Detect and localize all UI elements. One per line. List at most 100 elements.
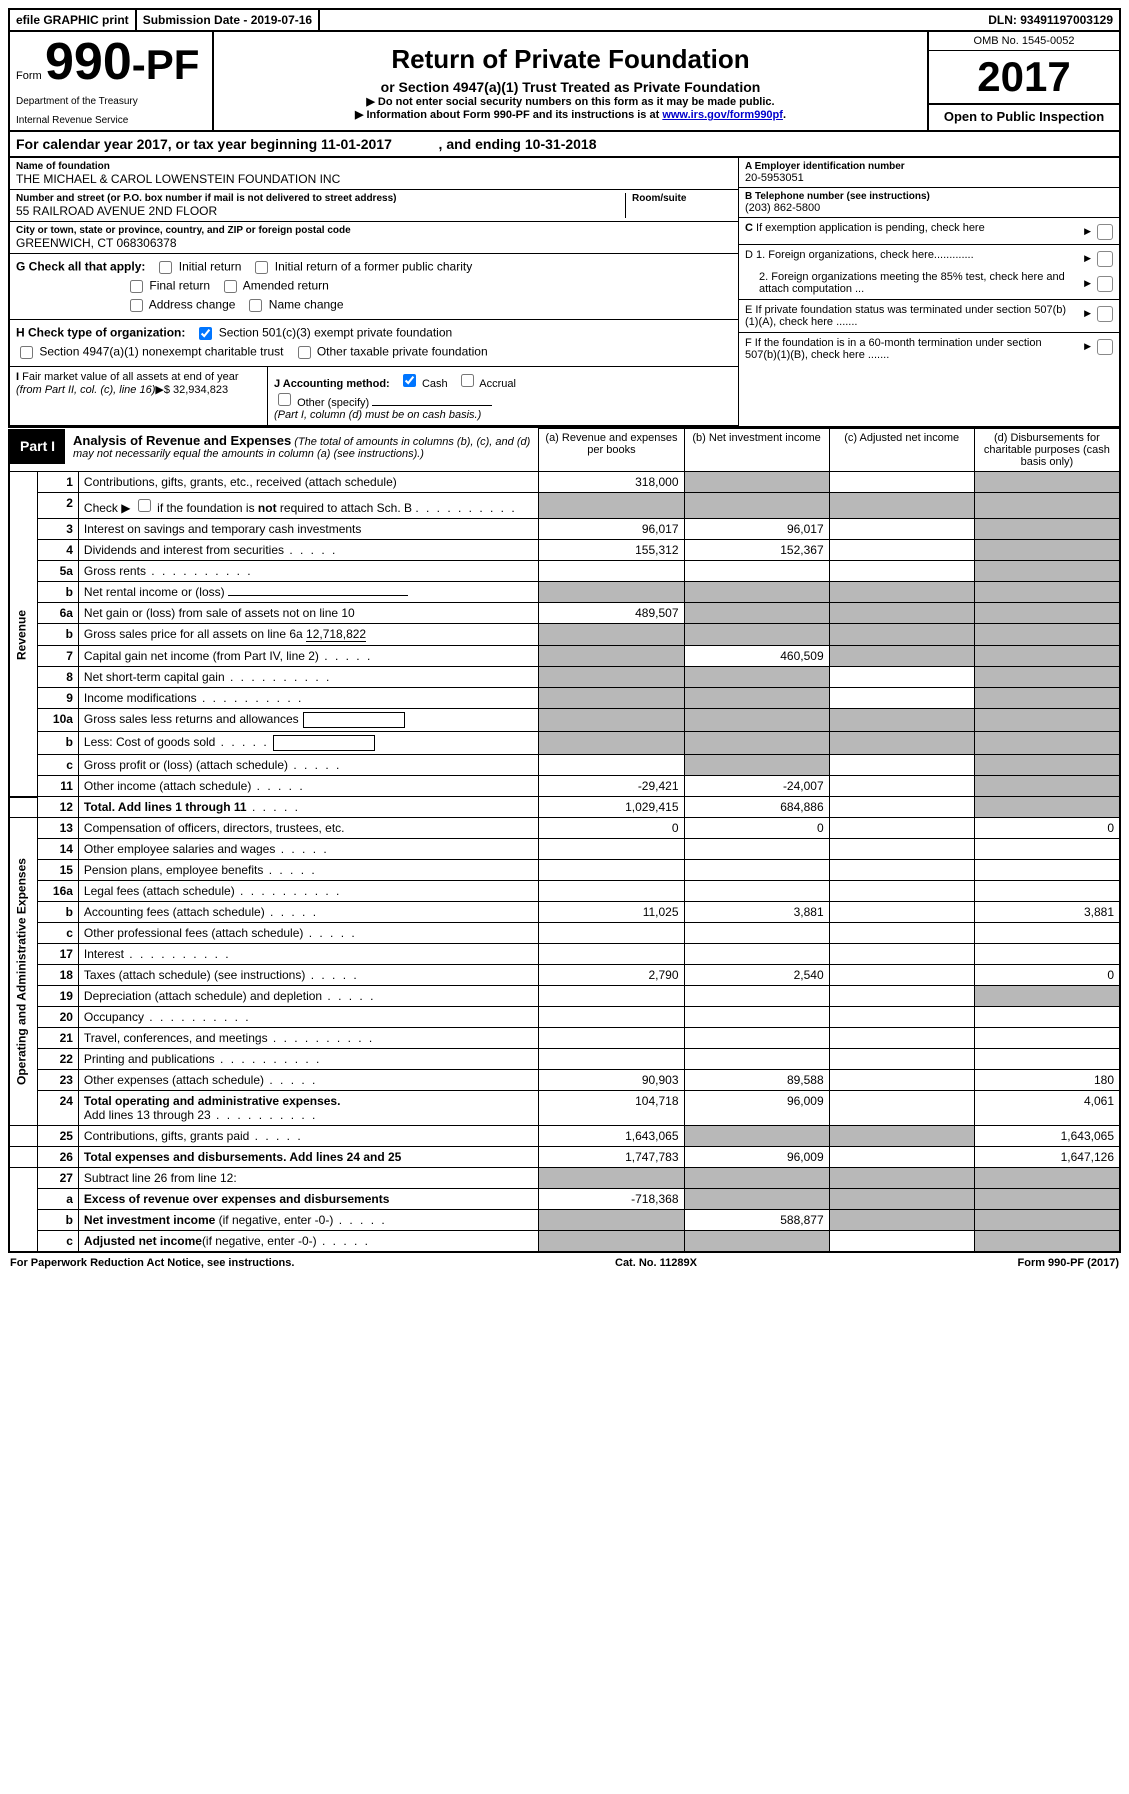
f-label: F If the foundation is in a 60-month ter…	[745, 337, 1076, 361]
table-row: 11 Other income (attach schedule) -29,42…	[9, 776, 1120, 797]
table-row: 20 Occupancy	[9, 1007, 1120, 1028]
table-row: 6a Net gain or (loss) from sale of asset…	[9, 603, 1120, 624]
identification-block: Name of foundation THE MICHAEL & CAROL L…	[8, 158, 1121, 428]
form-header: Form 990-PF Department of the Treasury I…	[8, 32, 1121, 132]
table-row: b Accounting fees (attach schedule) 11,0…	[9, 902, 1120, 923]
top-bar: efile GRAPHIC print Submission Date - 20…	[8, 8, 1121, 32]
section-h: H Check type of organization: Section 50…	[10, 320, 738, 367]
foundation-name: THE MICHAEL & CAROL LOWENSTEIN FOUNDATIO…	[16, 172, 732, 186]
instr-info-pre: ▶ Information about Form 990-PF and its …	[355, 109, 662, 121]
501c3-check[interactable]	[199, 327, 212, 340]
table-row: 23 Other expenses (attach schedule) 90,9…	[9, 1070, 1120, 1091]
open-to-public: Open to Public Inspection	[929, 103, 1119, 128]
calendar-year-row: For calendar year 2017, or tax year begi…	[8, 132, 1121, 158]
table-row: c Gross profit or (loss) (attach schedul…	[9, 755, 1120, 776]
dept-treasury: Department of the Treasury	[16, 96, 206, 107]
table-row: 26 Total expenses and disbursements. Add…	[9, 1147, 1120, 1168]
year-begin: 11-01-2017	[321, 136, 392, 152]
d2-checkbox[interactable]	[1097, 276, 1113, 292]
other-taxable-check[interactable]	[298, 346, 311, 359]
table-row: 19 Depreciation (attach schedule) and de…	[9, 986, 1120, 1007]
cash-basis-note: (Part I, column (d) must be on cash basi…	[274, 409, 481, 421]
table-row: b Gross sales price for all assets on li…	[9, 624, 1120, 646]
table-row: Operating and Administrative Expenses 13…	[9, 818, 1120, 839]
form-prefix: Form	[16, 70, 42, 82]
table-row: 25 Contributions, gifts, grants paid 1,6…	[9, 1126, 1120, 1147]
table-row: Revenue 1 Contributions, gifts, grants, …	[9, 472, 1120, 493]
accrual-method-check[interactable]	[461, 374, 474, 387]
col-d-header: (d) Disbursements for charitable purpose…	[974, 429, 1120, 472]
ein-value: 20-5953051	[745, 172, 1113, 184]
table-row: a Excess of revenue over expenses and di…	[9, 1189, 1120, 1210]
table-row: 16a Legal fees (attach schedule)	[9, 881, 1120, 902]
table-row: c Other professional fees (attach schedu…	[9, 923, 1120, 944]
table-row: 9 Income modifications	[9, 688, 1120, 709]
street-address: 55 RAILROAD AVENUE 2ND FLOOR	[16, 204, 625, 218]
instructions-link[interactable]: www.irs.gov/form990pf	[662, 109, 783, 121]
table-row: c Adjusted net income(if negative, enter…	[9, 1231, 1120, 1253]
table-row: 14 Other employee salaries and wages	[9, 839, 1120, 860]
table-row: b Less: Cost of goods sold	[9, 732, 1120, 755]
phone-value: (203) 862-5800	[745, 202, 1113, 214]
d1-checkbox[interactable]	[1097, 251, 1113, 267]
submission-date: Submission Date - 2019-07-16	[137, 10, 320, 30]
tax-year: 2017	[929, 51, 1119, 103]
amended-return-check[interactable]	[224, 280, 237, 293]
initial-former-check[interactable]	[255, 261, 268, 274]
ein-label: A Employer identification number	[745, 161, 1113, 172]
page-footer: For Paperwork Reduction Act Notice, see …	[8, 1253, 1121, 1273]
name-change-check[interactable]	[249, 299, 262, 312]
table-row: 4 Dividends and interest from securities…	[9, 540, 1120, 561]
table-row: 21 Travel, conferences, and meetings	[9, 1028, 1120, 1049]
table-row: 15 Pension plans, employee benefits	[9, 860, 1120, 881]
table-row: 5a Gross rents	[9, 561, 1120, 582]
final-return-check[interactable]	[130, 280, 143, 293]
phone-label: B Telephone number (see instructions)	[745, 191, 1113, 202]
address-change-check[interactable]	[130, 299, 143, 312]
initial-return-check[interactable]	[159, 261, 172, 274]
sch-b-check[interactable]	[138, 499, 151, 512]
efile-label: efile GRAPHIC print	[10, 10, 137, 30]
4947-check[interactable]	[20, 346, 33, 359]
c-label: If exemption application is pending, che…	[756, 222, 985, 234]
omb-number: OMB No. 1545-0052	[929, 32, 1119, 51]
revenue-section-label: Revenue	[9, 472, 38, 797]
part1-table: Part I Analysis of Revenue and Expenses …	[8, 428, 1121, 1253]
table-row: b Net rental income or (loss)	[9, 582, 1120, 603]
col-c-header: (c) Adjusted net income	[829, 429, 974, 472]
city-state-zip: GREENWICH, CT 068306378	[16, 236, 732, 250]
gross-sales-value: 12,718,822	[306, 627, 366, 642]
fmv-value: 32,934,823	[173, 384, 228, 396]
table-row: 10a Gross sales less returns and allowan…	[9, 709, 1120, 732]
c-checkbox[interactable]	[1097, 224, 1113, 240]
form-title: Return of Private Foundation	[222, 44, 919, 75]
d1-label: D 1. Foreign organizations, check here..…	[745, 249, 974, 267]
name-label: Name of foundation	[16, 161, 732, 172]
room-label: Room/suite	[632, 193, 732, 204]
footer-cat: Cat. No. 11289X	[615, 1257, 697, 1269]
table-row: 24 Total operating and administrative ex…	[9, 1091, 1120, 1126]
f-checkbox[interactable]	[1097, 339, 1113, 355]
col-a-header: (a) Revenue and expenses per books	[539, 429, 684, 472]
table-row: b Net investment income (if negative, en…	[9, 1210, 1120, 1231]
part1-title: Analysis of Revenue and Expenses	[73, 433, 291, 448]
other-method-check[interactable]	[278, 393, 291, 406]
year-end: 10-31-2018	[525, 136, 597, 152]
dept-irs: Internal Revenue Service	[16, 115, 206, 126]
part1-label: Part I	[10, 429, 65, 464]
addr-label: Number and street (or P.O. box number if…	[16, 193, 625, 204]
d2-label: 2. Foreign organizations meeting the 85%…	[745, 271, 1082, 295]
footer-form: Form 990-PF (2017)	[1018, 1257, 1119, 1269]
e-label: E If private foundation status was termi…	[745, 304, 1076, 328]
cash-method-check[interactable]	[403, 374, 416, 387]
table-row: 2 Check ▶ if the foundation is not requi…	[9, 493, 1120, 519]
instr-ssn: ▶ Do not enter social security numbers o…	[222, 95, 919, 108]
table-row: 22 Printing and publications	[9, 1049, 1120, 1070]
opex-section-label: Operating and Administrative Expenses	[9, 818, 38, 1126]
table-row: 8 Net short-term capital gain	[9, 667, 1120, 688]
table-row: 17 Interest	[9, 944, 1120, 965]
e-checkbox[interactable]	[1097, 306, 1113, 322]
footer-left: For Paperwork Reduction Act Notice, see …	[10, 1257, 294, 1269]
form-subtitle: or Section 4947(a)(1) Trust Treated as P…	[222, 79, 919, 95]
table-row: 3 Interest on savings and temporary cash…	[9, 519, 1120, 540]
